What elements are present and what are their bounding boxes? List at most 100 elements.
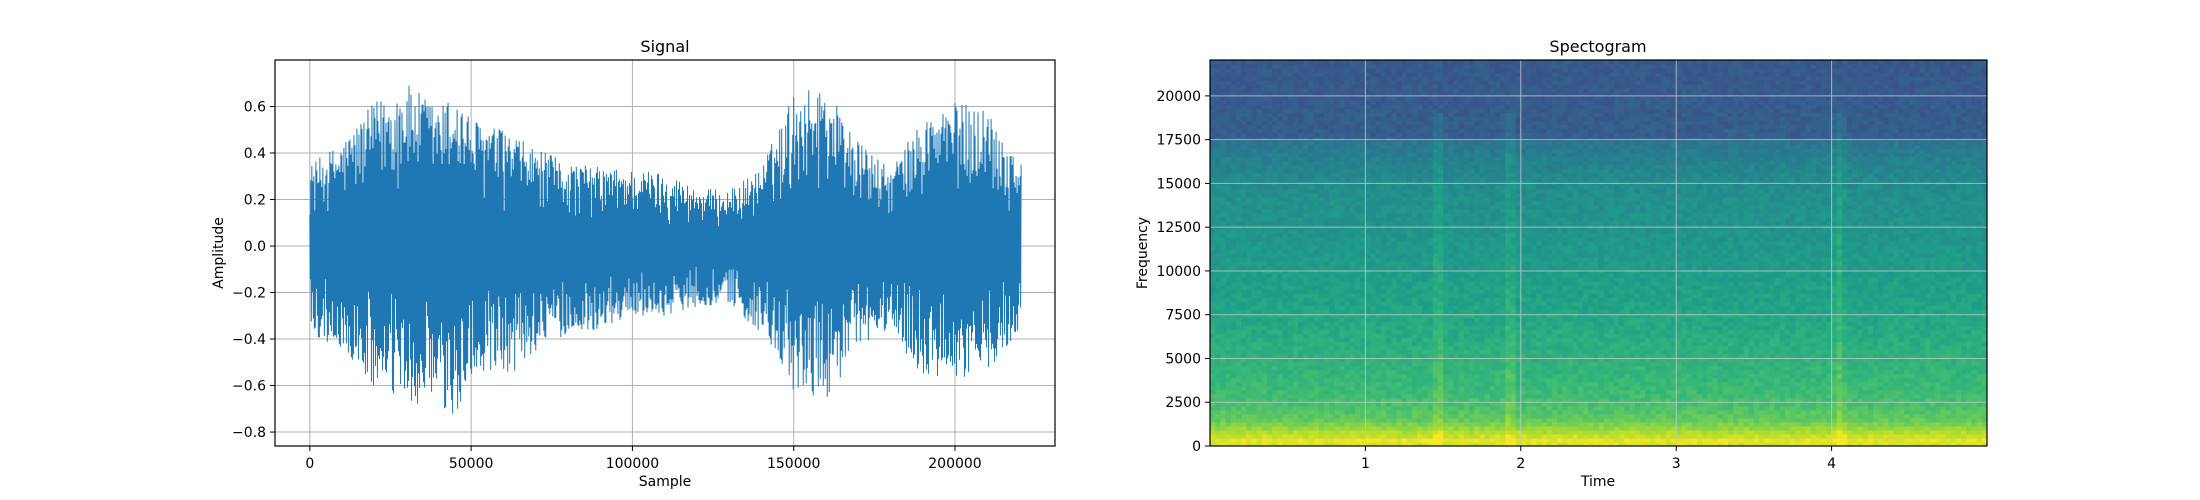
spectrogram-cell bbox=[1784, 373, 1791, 379]
spectrogram-cell bbox=[1671, 337, 1677, 343]
spectrogram-cell bbox=[1893, 401, 1900, 407]
spectrogram-cell bbox=[1588, 405, 1594, 411]
spectrogram-cell bbox=[1826, 365, 1833, 371]
spectrogram-cell bbox=[1298, 413, 1304, 419]
spectrogram-cell bbox=[1225, 357, 1232, 363]
spectrogram-cell bbox=[1945, 373, 1952, 379]
spectrogram-cell bbox=[1469, 377, 1475, 383]
spectrogram-cell bbox=[1821, 413, 1828, 419]
spectrogram-cell bbox=[1676, 433, 1682, 439]
spectrogram-cell bbox=[1292, 441, 1299, 446]
spectrogram-cell bbox=[1220, 413, 1227, 419]
spectrogram-cell bbox=[1671, 345, 1677, 351]
spectrogram-cell bbox=[1629, 377, 1636, 383]
spectrogram-cell bbox=[1645, 321, 1651, 326]
spectrogram-cell bbox=[1779, 425, 1786, 431]
spectrogram-cell bbox=[1225, 425, 1232, 431]
spectrogram-cell bbox=[1950, 317, 1957, 322]
spectrogram-cell bbox=[1500, 321, 1506, 326]
spectrogram-cell bbox=[1924, 437, 1931, 443]
spectrogram-cell bbox=[1235, 409, 1242, 415]
spectrogram-cell bbox=[1686, 433, 1693, 439]
spectrogram-cell bbox=[1831, 429, 1838, 435]
spectrogram-cell bbox=[1588, 325, 1594, 330]
spectrogram-cell bbox=[1370, 381, 1377, 387]
spectrogram-cell bbox=[1639, 413, 1646, 419]
spectrogram-cell bbox=[1557, 313, 1563, 318]
spectrogram-cell bbox=[1883, 333, 1890, 339]
spectrogram-cell bbox=[1966, 329, 1973, 335]
spectrogram-cell bbox=[1660, 409, 1667, 415]
spectrogram-cell bbox=[1370, 345, 1377, 351]
spectrogram-cell bbox=[1355, 369, 1361, 375]
spectrogram-cell bbox=[1266, 377, 1273, 383]
spectrogram-cell bbox=[1904, 429, 1910, 435]
spectrogram-cell bbox=[1873, 437, 1879, 443]
spectrogram-cell bbox=[1748, 333, 1755, 339]
spectrogram-cell bbox=[1671, 429, 1677, 435]
spectrogram-cell bbox=[1251, 337, 1258, 343]
spectrogram-cell bbox=[1210, 365, 1216, 371]
spectrogram-cell bbox=[1686, 337, 1693, 343]
spectrogram-cell bbox=[1277, 437, 1284, 443]
spectrogram-cell bbox=[1981, 405, 1987, 411]
spectrogram-cell bbox=[1603, 397, 1610, 403]
spectrogram-cell bbox=[1686, 381, 1693, 387]
spectrogram-cell bbox=[1950, 441, 1957, 446]
spectrogram-cell bbox=[1660, 389, 1667, 395]
spectrogram-cell bbox=[1665, 349, 1672, 355]
spectrogram-cell bbox=[1489, 361, 1496, 367]
spectrogram-cell bbox=[1753, 417, 1760, 423]
spectrogram-cell bbox=[1572, 437, 1579, 443]
spectrogram-cell bbox=[1536, 337, 1543, 343]
spectrogram-cell bbox=[1220, 341, 1227, 347]
spectrogram-cell bbox=[1629, 321, 1636, 326]
spectrogram-cell bbox=[1930, 417, 1936, 423]
spectrogram-cell bbox=[1660, 365, 1667, 371]
spectrogram-cell bbox=[1531, 441, 1537, 446]
spectrogram-cell bbox=[1603, 321, 1610, 326]
spectrogram-cell bbox=[1577, 365, 1584, 371]
spectrogram-cell bbox=[1878, 377, 1884, 383]
spectrogram-cell bbox=[1639, 397, 1646, 403]
spectrogram-cell bbox=[1614, 337, 1620, 343]
spectrogram-cell bbox=[1614, 441, 1620, 446]
spectrogram-cell bbox=[1230, 413, 1237, 419]
spectrogram-cell bbox=[1676, 393, 1682, 399]
spectrogram-cell bbox=[1479, 369, 1486, 375]
spectrogram-cell bbox=[1412, 425, 1418, 431]
spectrogram-cell bbox=[1256, 405, 1263, 411]
spectrogram-cell bbox=[1904, 377, 1910, 383]
spectrogram-cell bbox=[1961, 349, 1967, 355]
spectrogram-cell bbox=[1375, 317, 1382, 322]
spectrogram-cell bbox=[1769, 405, 1776, 411]
spectrogram-cell bbox=[1391, 317, 1398, 322]
spectrogram-cell bbox=[1759, 401, 1765, 407]
spectrogram-cell bbox=[1836, 373, 1843, 379]
spectrogram-cell bbox=[1764, 349, 1771, 355]
spectrogram-cell bbox=[1220, 385, 1227, 391]
spectrogram-cell bbox=[1334, 325, 1341, 330]
spectrogram-cell bbox=[1971, 357, 1978, 363]
spectrogram-cell bbox=[1966, 317, 1973, 322]
spectrogram-cell bbox=[1940, 341, 1947, 347]
spectrogram-cell bbox=[1738, 381, 1745, 387]
spectrogram-cell bbox=[1318, 425, 1325, 431]
spectrogram-cell bbox=[1344, 401, 1351, 407]
spectrogram-cell bbox=[1878, 437, 1884, 443]
spectrogram-cell bbox=[1961, 313, 1967, 318]
spectrogram-cell bbox=[1795, 325, 1802, 330]
spectrogram-cell bbox=[1784, 409, 1791, 415]
spectrogram-cell bbox=[1603, 361, 1610, 367]
spectrogram-cell bbox=[1215, 389, 1221, 395]
spectrogram-cell bbox=[1448, 389, 1455, 395]
spectrogram-cell bbox=[1251, 405, 1258, 411]
spectrogram-cell bbox=[1329, 437, 1335, 443]
spectrogram-cell bbox=[1458, 433, 1465, 439]
spectrogram-cell bbox=[1862, 429, 1869, 435]
spectrogram-cell bbox=[1225, 321, 1232, 326]
spectrogram-cell bbox=[1873, 353, 1879, 359]
spectrogram-cell bbox=[1671, 341, 1677, 347]
spectrogram-cell bbox=[1370, 441, 1377, 446]
spectrogram-cell bbox=[1841, 345, 1848, 351]
